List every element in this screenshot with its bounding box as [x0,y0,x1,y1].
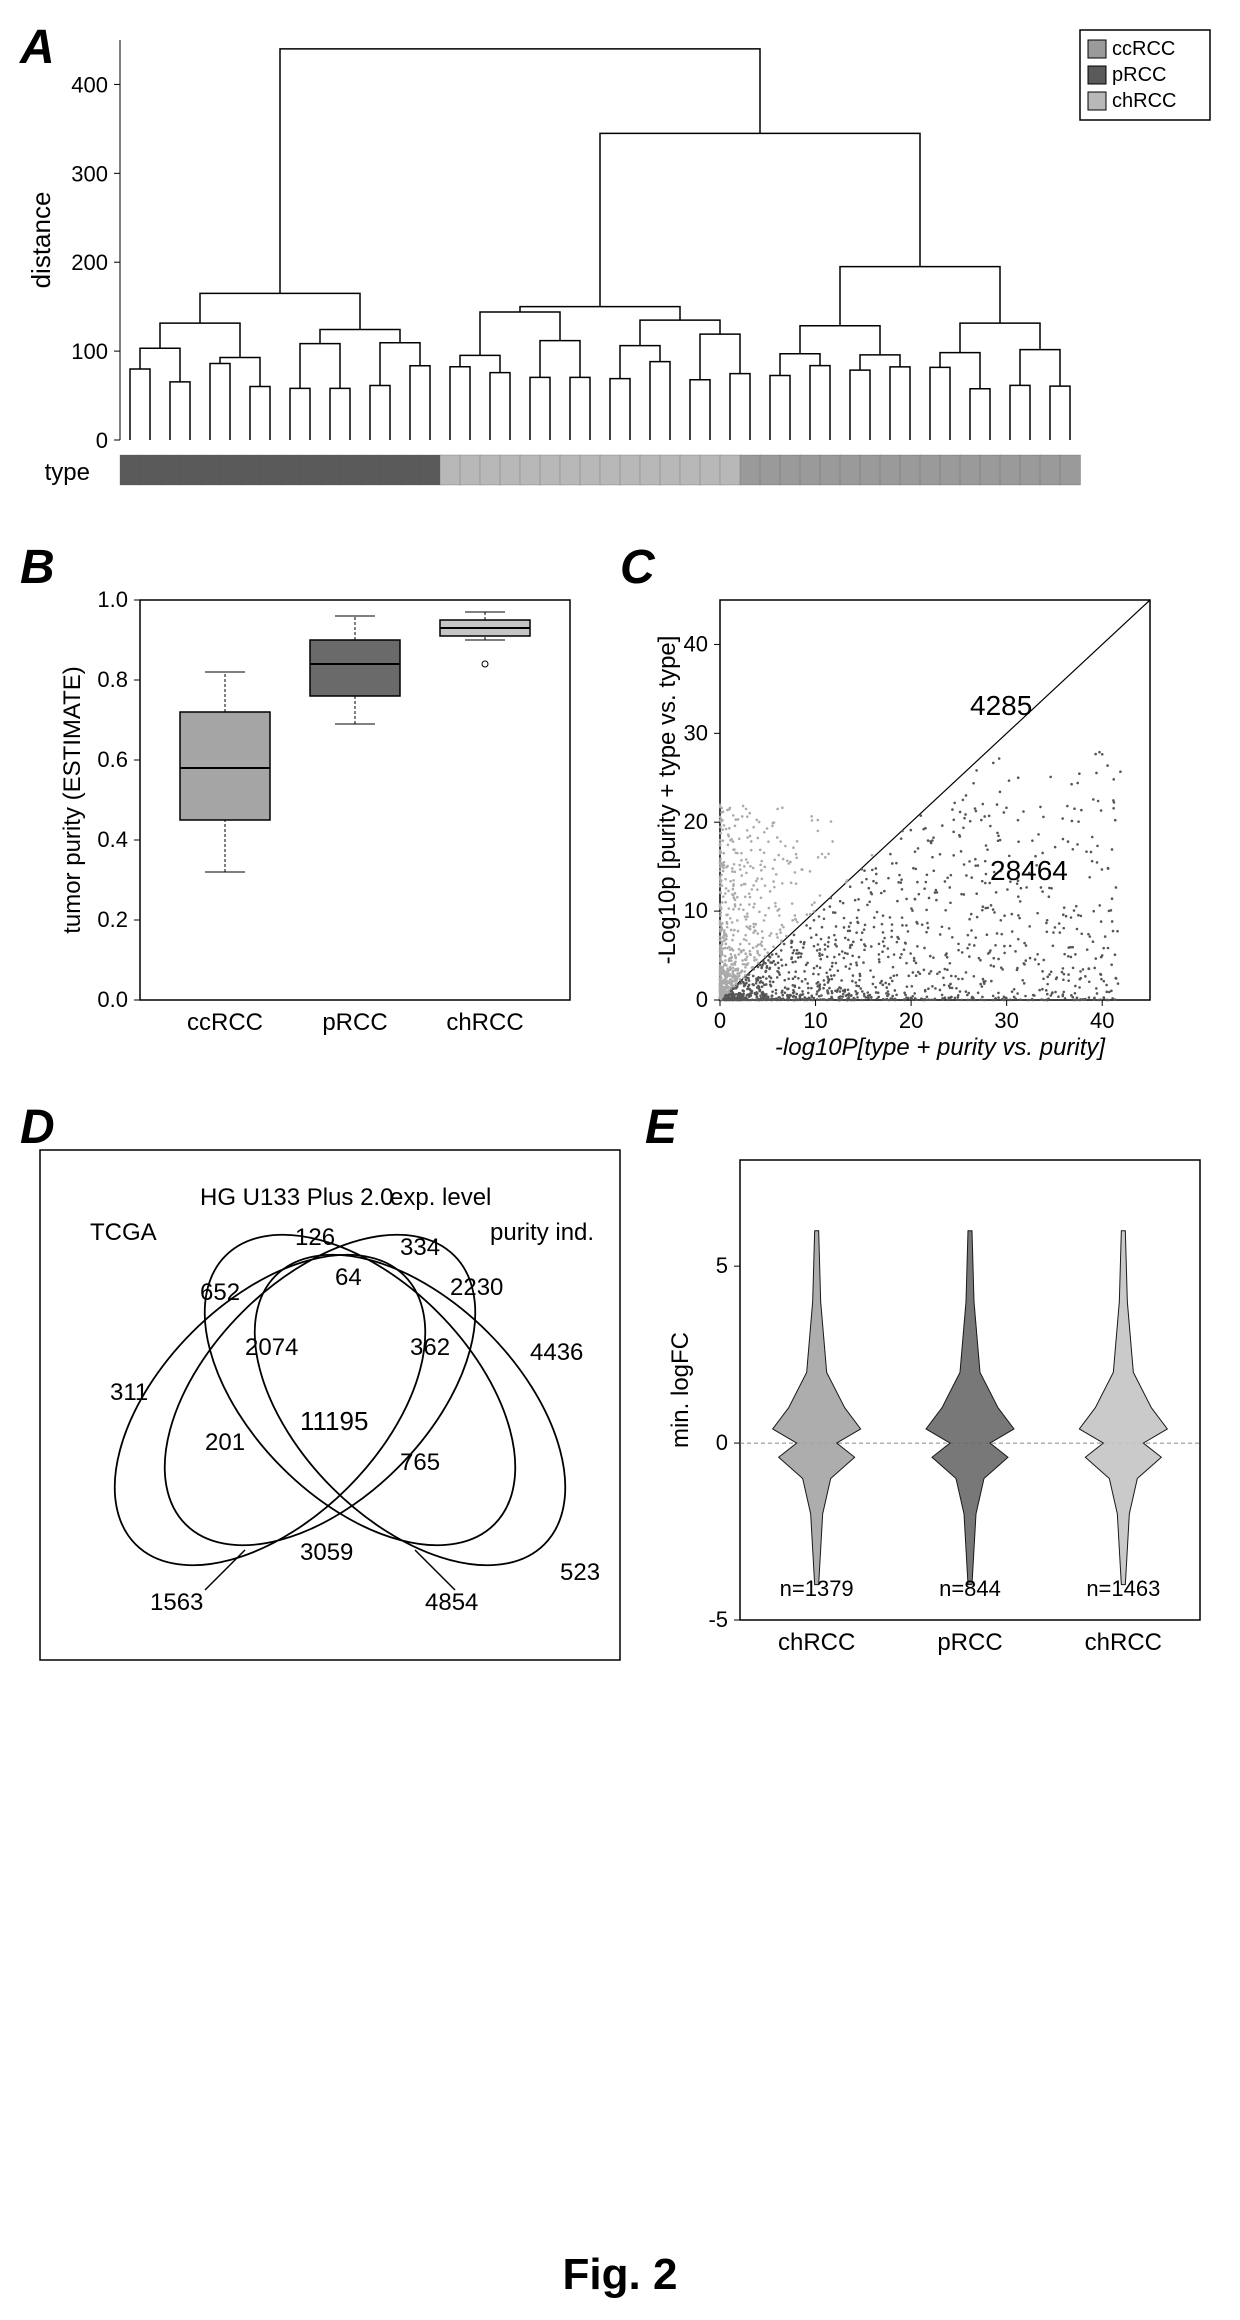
svg-text:0: 0 [714,1008,726,1033]
svg-text:10: 10 [684,898,708,923]
svg-text:0.2: 0.2 [97,907,128,932]
svg-text:n=844: n=844 [939,1576,1001,1601]
svg-text:20: 20 [684,809,708,834]
svg-text:0: 0 [96,428,108,453]
venn-val: 4854 [425,1589,478,1616]
svg-text:20: 20 [899,1008,923,1033]
svg-text:0.4: 0.4 [97,827,128,852]
svg-text:0: 0 [696,987,708,1012]
panel-e-ylabel: min. logFC [667,1332,694,1448]
svg-text:0.6: 0.6 [97,747,128,772]
venn-val: 64 [335,1264,362,1291]
venn-label-hg: HG U133 Plus 2.0 [200,1184,393,1211]
svg-text:200: 200 [71,250,108,275]
svg-text:10: 10 [803,1008,827,1033]
svg-text:100: 100 [71,339,108,364]
venn-val: 334 [400,1234,440,1261]
svg-text:chRCC: chRCC [778,1629,855,1656]
figure-container: A 0100200300400 distance type ccRCCpRCCc… [20,20,1220,2300]
panel-a-label: A [20,20,55,75]
venn-label-tcga: TCGA [90,1219,157,1246]
panel-a-legend: ccRCC pRCC chRCC [1080,30,1210,120]
venn-val: 2230 [450,1274,503,1301]
venn-val: 3059 [300,1539,353,1566]
svg-text:ccRCC: ccRCC [187,1009,263,1036]
svg-text:chRCC: chRCC [446,1009,523,1036]
panel-c-annot-lower: 28464 [990,855,1068,886]
svg-text:5: 5 [716,1253,728,1278]
panel-d-venn: TCGA HG U133 Plus 2.0 exp. level purity … [30,1140,630,1680]
venn-val: 11195 [300,1406,368,1436]
panel-a-dendrogram: 0 100 200 300 400 distance type ccRCC pRCC chR… [20,20,1220,520]
figure-caption: Fig. 2 [20,2250,1220,2300]
svg-text:0: 0 [716,1430,728,1455]
venn-val: 523 [560,1559,600,1586]
svg-text:pRCC: pRCC [937,1629,1002,1656]
panel-b-boxplot: 0.0 0.2 0.4 0.6 0.8 1.0 tumor purity (ESTIMAT… [50,580,600,1060]
svg-text:40: 40 [684,631,708,656]
svg-text:0.0: 0.0 [97,987,128,1012]
panel-a-type-label: type [45,459,90,486]
venn-label-purity: purity ind. [490,1219,594,1246]
panel-c-ylabel: -Log10p [purity + type vs. type] [654,636,681,965]
svg-text:400: 400 [71,72,108,97]
svg-text:30: 30 [994,1008,1018,1033]
svg-text:0.8: 0.8 [97,667,128,692]
panel-a-ylabel: distance [26,192,56,289]
svg-text:-5: -5 [708,1607,728,1632]
venn-val: 652 [200,1279,240,1306]
svg-text:40: 40 [1090,1008,1114,1033]
svg-text:chRCC: chRCC [1085,1629,1162,1656]
panel-b-ylabel: tumor purity (ESTIMATE) [59,666,86,934]
svg-text:pRCC: pRCC [322,1009,387,1036]
venn-val: 311 [110,1379,148,1406]
svg-text:n=1379: n=1379 [780,1576,854,1601]
panel-c-xlabel: -log10P[type + purity vs. purity] [775,1034,1106,1061]
venn-val: 1563 [150,1589,203,1616]
venn-val: 126 [295,1224,335,1251]
svg-text:n=1463: n=1463 [1086,1576,1160,1601]
svg-text:pRCC: pRCC [1112,64,1166,86]
venn-val: 201 [205,1429,245,1456]
venn-val: 4436 [530,1339,583,1366]
svg-text:chRCC: chRCC [1112,90,1176,112]
venn-label-exp: exp. level [390,1184,491,1211]
panel-c-annot-upper: 4285 [970,690,1032,721]
svg-text:ccRCC: ccRCC [1112,38,1175,60]
svg-text:1.0: 1.0 [97,587,128,612]
venn-val: 765 [400,1449,440,1476]
svg-text:300: 300 [71,161,108,186]
svg-text:30: 30 [684,720,708,745]
panel-c-scatter: 0 10 20 30 40 0 10 20 30 40 -log10P[type + purit… [650,580,1210,1100]
panel-e-violin: -5 0 5 min. logFC n=1379 n=844 n=1463 chRCC p… [660,1140,1220,1680]
venn-val: 362 [410,1334,450,1361]
venn-val: 2074 [245,1334,298,1361]
